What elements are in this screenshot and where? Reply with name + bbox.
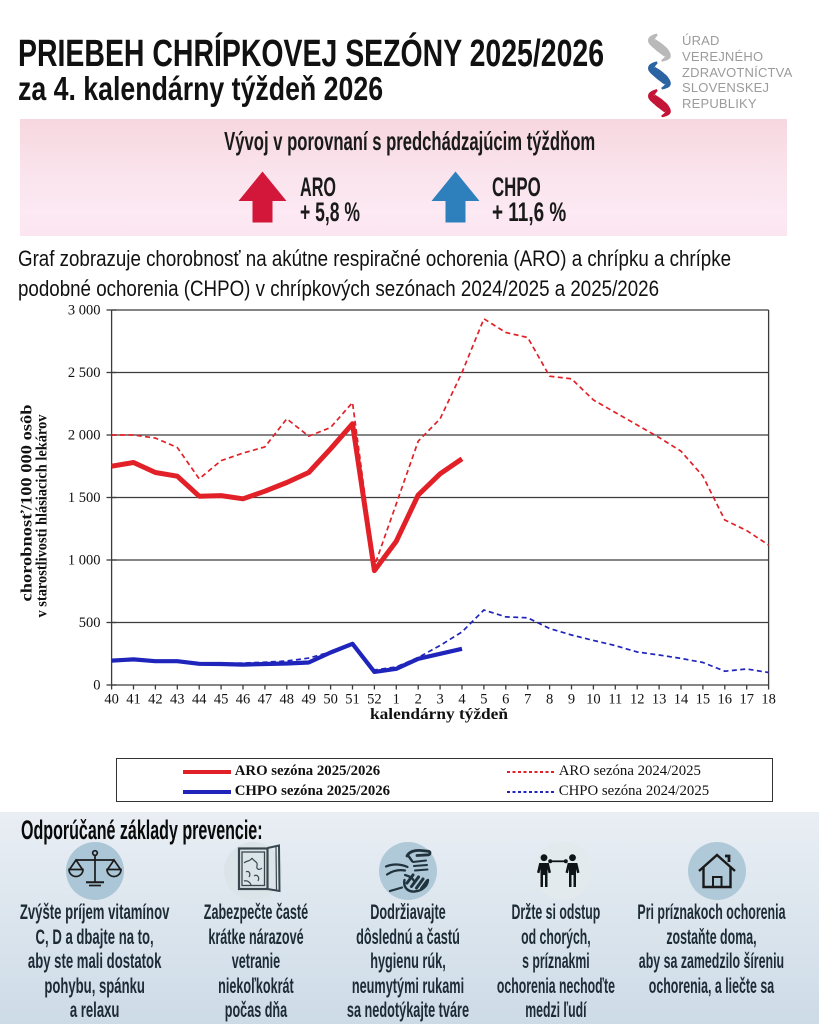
svg-text:2: 2 (415, 692, 422, 708)
svg-text:52: 52 (367, 692, 382, 708)
svg-text:4: 4 (458, 692, 466, 708)
svg-text:12: 12 (630, 692, 645, 708)
svg-text:chorobnosť/100 000 osôb: chorobnosť/100 000 osôb (19, 404, 36, 601)
svg-text:9: 9 (568, 692, 575, 708)
svg-text:44: 44 (192, 692, 207, 708)
svg-text:3: 3 (436, 692, 443, 708)
svg-text:45: 45 (214, 692, 229, 708)
svg-text:13: 13 (652, 692, 667, 708)
svg-text:500: 500 (79, 615, 101, 631)
svg-text:0: 0 (93, 678, 100, 694)
svg-text:18: 18 (761, 692, 776, 708)
svg-text:10: 10 (586, 692, 601, 708)
svg-text:47: 47 (258, 692, 273, 708)
svg-text:17: 17 (739, 692, 754, 708)
svg-text:14: 14 (674, 692, 689, 708)
svg-text:v starostlivosti hlásiacich le: v starostlivosti hlásiacich lekárov (34, 415, 51, 618)
svg-text:kalendárny týždeň: kalendárny týždeň (370, 706, 508, 723)
svg-text:46: 46 (236, 692, 251, 708)
svg-text:2 000: 2 000 (68, 428, 101, 444)
svg-text:41: 41 (126, 692, 141, 708)
svg-text:40: 40 (104, 692, 119, 708)
svg-text:11: 11 (608, 692, 622, 708)
svg-text:15: 15 (696, 692, 711, 708)
svg-text:8: 8 (546, 692, 553, 708)
svg-text:6: 6 (502, 692, 509, 708)
svg-text:43: 43 (170, 692, 185, 708)
svg-text:16: 16 (718, 692, 733, 708)
svg-text:50: 50 (323, 692, 338, 708)
svg-text:1 500: 1 500 (68, 490, 101, 506)
svg-text:49: 49 (301, 692, 316, 708)
svg-text:1 000: 1 000 (68, 553, 101, 569)
svg-text:7: 7 (524, 692, 531, 708)
svg-text:48: 48 (280, 692, 295, 708)
svg-text:5: 5 (480, 692, 487, 708)
svg-text:1: 1 (393, 692, 400, 708)
svg-text:2 500: 2 500 (68, 365, 101, 381)
svg-text:42: 42 (148, 692, 163, 708)
svg-text:3 000: 3 000 (68, 303, 101, 319)
svg-text:51: 51 (345, 692, 360, 708)
